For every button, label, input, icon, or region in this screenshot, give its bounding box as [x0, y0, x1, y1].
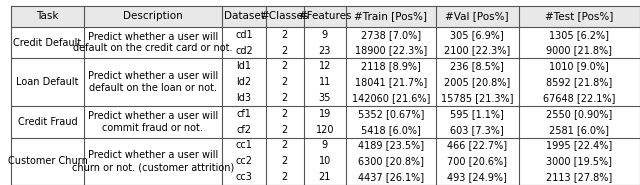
Text: Credit Default: Credit Default — [13, 38, 82, 48]
Text: 2: 2 — [282, 125, 288, 135]
Text: 1010 [9.0%]: 1010 [9.0%] — [550, 61, 609, 71]
Text: 67648 [22.1%]: 67648 [22.1%] — [543, 93, 616, 103]
Text: 2: 2 — [282, 156, 288, 166]
Text: 2113 [27.8%]: 2113 [27.8%] — [546, 172, 612, 182]
Text: Predict whether a user will
churn or not. (customer attrition): Predict whether a user will churn or not… — [72, 150, 234, 172]
Text: #Features: #Features — [298, 11, 351, 21]
Text: #Val [Pos%]: #Val [Pos%] — [445, 11, 509, 21]
Text: 18900 [22.3%]: 18900 [22.3%] — [355, 46, 427, 56]
Text: 466 [22.7%]: 466 [22.7%] — [447, 140, 508, 150]
Text: 2: 2 — [282, 93, 288, 103]
Text: 18041 [21.7%]: 18041 [21.7%] — [355, 77, 427, 87]
Text: 4189 [23.5%]: 4189 [23.5%] — [358, 140, 424, 150]
Text: 493 [24.9%]: 493 [24.9%] — [447, 172, 507, 182]
Text: 19: 19 — [319, 109, 331, 119]
Text: Loan Default: Loan Default — [16, 77, 79, 87]
Text: 305 [6.9%]: 305 [6.9%] — [451, 30, 504, 40]
Text: 595 [1.1%]: 595 [1.1%] — [451, 109, 504, 119]
Text: 8592 [21.8%]: 8592 [21.8%] — [546, 77, 612, 87]
Text: 2581 [6.0%]: 2581 [6.0%] — [549, 125, 609, 135]
Text: 3000 [19.5%]: 3000 [19.5%] — [547, 156, 612, 166]
Text: Task: Task — [36, 11, 59, 21]
Text: 142060 [21.6%]: 142060 [21.6%] — [351, 93, 430, 103]
Text: 2: 2 — [282, 61, 288, 71]
Text: 5352 [0.67%]: 5352 [0.67%] — [358, 109, 424, 119]
Text: cd1: cd1 — [235, 30, 253, 40]
Text: Description: Description — [123, 11, 183, 21]
Text: 603 [7.3%]: 603 [7.3%] — [451, 125, 504, 135]
Text: 9000 [21.8%]: 9000 [21.8%] — [547, 46, 612, 56]
Text: 10: 10 — [319, 156, 331, 166]
Text: 9: 9 — [322, 30, 328, 40]
Text: 2: 2 — [282, 77, 288, 87]
Text: Dataset: Dataset — [223, 11, 264, 21]
Text: 120: 120 — [316, 125, 334, 135]
Text: 23: 23 — [319, 46, 331, 56]
Text: 2738 [7.0%]: 2738 [7.0%] — [361, 30, 421, 40]
Text: 2100 [22.3%]: 2100 [22.3%] — [444, 46, 510, 56]
Text: 12: 12 — [319, 61, 331, 71]
Text: 2: 2 — [282, 109, 288, 119]
Text: #Classes: #Classes — [260, 11, 309, 21]
Text: 2: 2 — [282, 172, 288, 182]
Text: cd2: cd2 — [235, 46, 253, 56]
Text: ld2: ld2 — [236, 77, 252, 87]
Text: Predict whether a user will
default on the loan or not.: Predict whether a user will default on t… — [88, 71, 218, 93]
Text: cc1: cc1 — [236, 140, 252, 150]
Text: Credit Fraud: Credit Fraud — [18, 117, 77, 127]
Text: 15785 [21.3%]: 15785 [21.3%] — [441, 93, 513, 103]
Text: Predict whether a user will
commit fraud or not.: Predict whether a user will commit fraud… — [88, 111, 218, 132]
Text: cc3: cc3 — [236, 172, 252, 182]
Text: 35: 35 — [319, 93, 331, 103]
Text: 1995 [22.4%]: 1995 [22.4%] — [546, 140, 612, 150]
Text: 6300 [20.8%]: 6300 [20.8%] — [358, 156, 424, 166]
Text: 11: 11 — [319, 77, 331, 87]
Text: Customer Churn: Customer Churn — [8, 156, 88, 166]
Text: cc2: cc2 — [236, 156, 253, 166]
Text: #Test [Pos%]: #Test [Pos%] — [545, 11, 614, 21]
Text: 2: 2 — [282, 140, 288, 150]
Text: 5418 [6.0%]: 5418 [6.0%] — [361, 125, 420, 135]
Text: 2550 [0.90%]: 2550 [0.90%] — [546, 109, 612, 119]
Text: 4437 [26.1%]: 4437 [26.1%] — [358, 172, 424, 182]
Text: ld3: ld3 — [237, 93, 252, 103]
Text: 2005 [20.8%]: 2005 [20.8%] — [444, 77, 510, 87]
Text: Predict whether a user will
default on the credit card or not.: Predict whether a user will default on t… — [73, 32, 232, 53]
Text: 2: 2 — [282, 46, 288, 56]
Text: ld1: ld1 — [237, 61, 252, 71]
Text: 700 [20.6%]: 700 [20.6%] — [447, 156, 507, 166]
Text: cf1: cf1 — [237, 109, 252, 119]
Text: 21: 21 — [319, 172, 331, 182]
Text: 1305 [6.2%]: 1305 [6.2%] — [549, 30, 609, 40]
Text: cf2: cf2 — [237, 125, 252, 135]
Text: #Train [Pos%]: #Train [Pos%] — [355, 11, 428, 21]
Text: 2: 2 — [282, 30, 288, 40]
Text: 236 [8.5%]: 236 [8.5%] — [451, 61, 504, 71]
Bar — [12, 6, 640, 27]
Text: 9: 9 — [322, 140, 328, 150]
Text: 2118 [8.9%]: 2118 [8.9%] — [361, 61, 420, 71]
